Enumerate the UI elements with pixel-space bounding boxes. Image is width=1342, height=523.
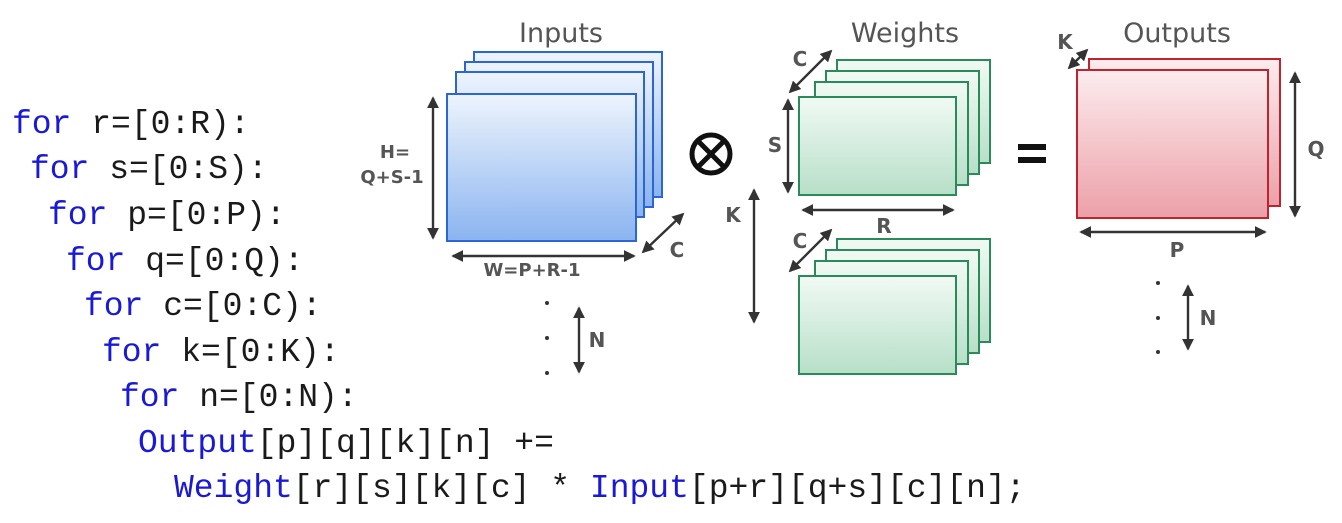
inputs-stack [446, 51, 663, 242]
dot [1156, 350, 1160, 354]
code-line-3: for p=[0:P): [48, 197, 286, 234]
code-line-1: for r=[0:R): [12, 106, 250, 143]
weight-bottom-channel-label: C [793, 229, 808, 253]
dot [545, 371, 549, 375]
input-height-label-2: Q+S-1 [360, 167, 423, 188]
weights-stack-top [798, 59, 991, 196]
weight-height-label: S [768, 133, 782, 157]
output-layer-1 [1076, 69, 1269, 219]
code-line-6: for k=[0:K): [102, 334, 340, 371]
dot [1156, 281, 1160, 285]
input-channel-label: C [670, 238, 685, 262]
input-layer-1 [446, 93, 637, 242]
weight-filters-label: K [725, 203, 742, 227]
inputs-title: Inputs [519, 18, 603, 49]
convolve-operator [689, 132, 733, 176]
weights-stack-bottom [798, 238, 991, 375]
weight-top-channel-arrow [788, 49, 833, 94]
input-batch-label: N [589, 328, 606, 352]
weight-layer-1 [798, 96, 957, 196]
code-body-product: Weight[r][s][k][c] * Input[p+r][q+s][c][… [174, 470, 1026, 507]
dot [1156, 316, 1160, 320]
weight-width-label: R [876, 214, 891, 238]
input-channel-arrow [641, 212, 685, 254]
output-width-label: P [1170, 238, 1185, 262]
convolve-operator-cross-2 [696, 139, 726, 169]
output-channel-arrow [1067, 48, 1089, 70]
equals-bar-top [1018, 144, 1046, 150]
loop-code: for r=[0:R): for s=[0:S): for p=[0:P): f… [12, 106, 1026, 507]
code-line-4: for q=[0:Q): [66, 243, 304, 280]
weight-layer-1 [798, 275, 957, 375]
input-width-label: W=P+R-1 [483, 260, 580, 281]
code-line-2: for s=[0:S): [30, 151, 268, 188]
output-channel-label: K [1057, 30, 1074, 54]
code-body-output: Output[p][q][k][n] += [138, 425, 554, 462]
output-batch-dots [1156, 281, 1160, 354]
weights-title: Weights [851, 18, 959, 49]
input-height-label-1: H= [380, 142, 410, 163]
dot [545, 336, 549, 340]
code-line-7: for n=[0:N): [120, 379, 358, 416]
output-height-label: Q [1307, 137, 1324, 161]
outputs-title: Outputs [1123, 18, 1231, 49]
weight-bottom-channel-arrow [788, 228, 833, 273]
code-line-5: for c=[0:C): [84, 288, 322, 325]
weight-top-channel-label: C [793, 47, 808, 71]
equals-operator [1018, 144, 1046, 163]
outputs-stack [1076, 58, 1281, 219]
input-batch-dots [545, 301, 549, 375]
convolve-operator-circle [689, 132, 733, 176]
dot [545, 301, 549, 305]
equals-bar-bottom [1018, 157, 1046, 163]
output-batch-label: N [1200, 306, 1217, 330]
